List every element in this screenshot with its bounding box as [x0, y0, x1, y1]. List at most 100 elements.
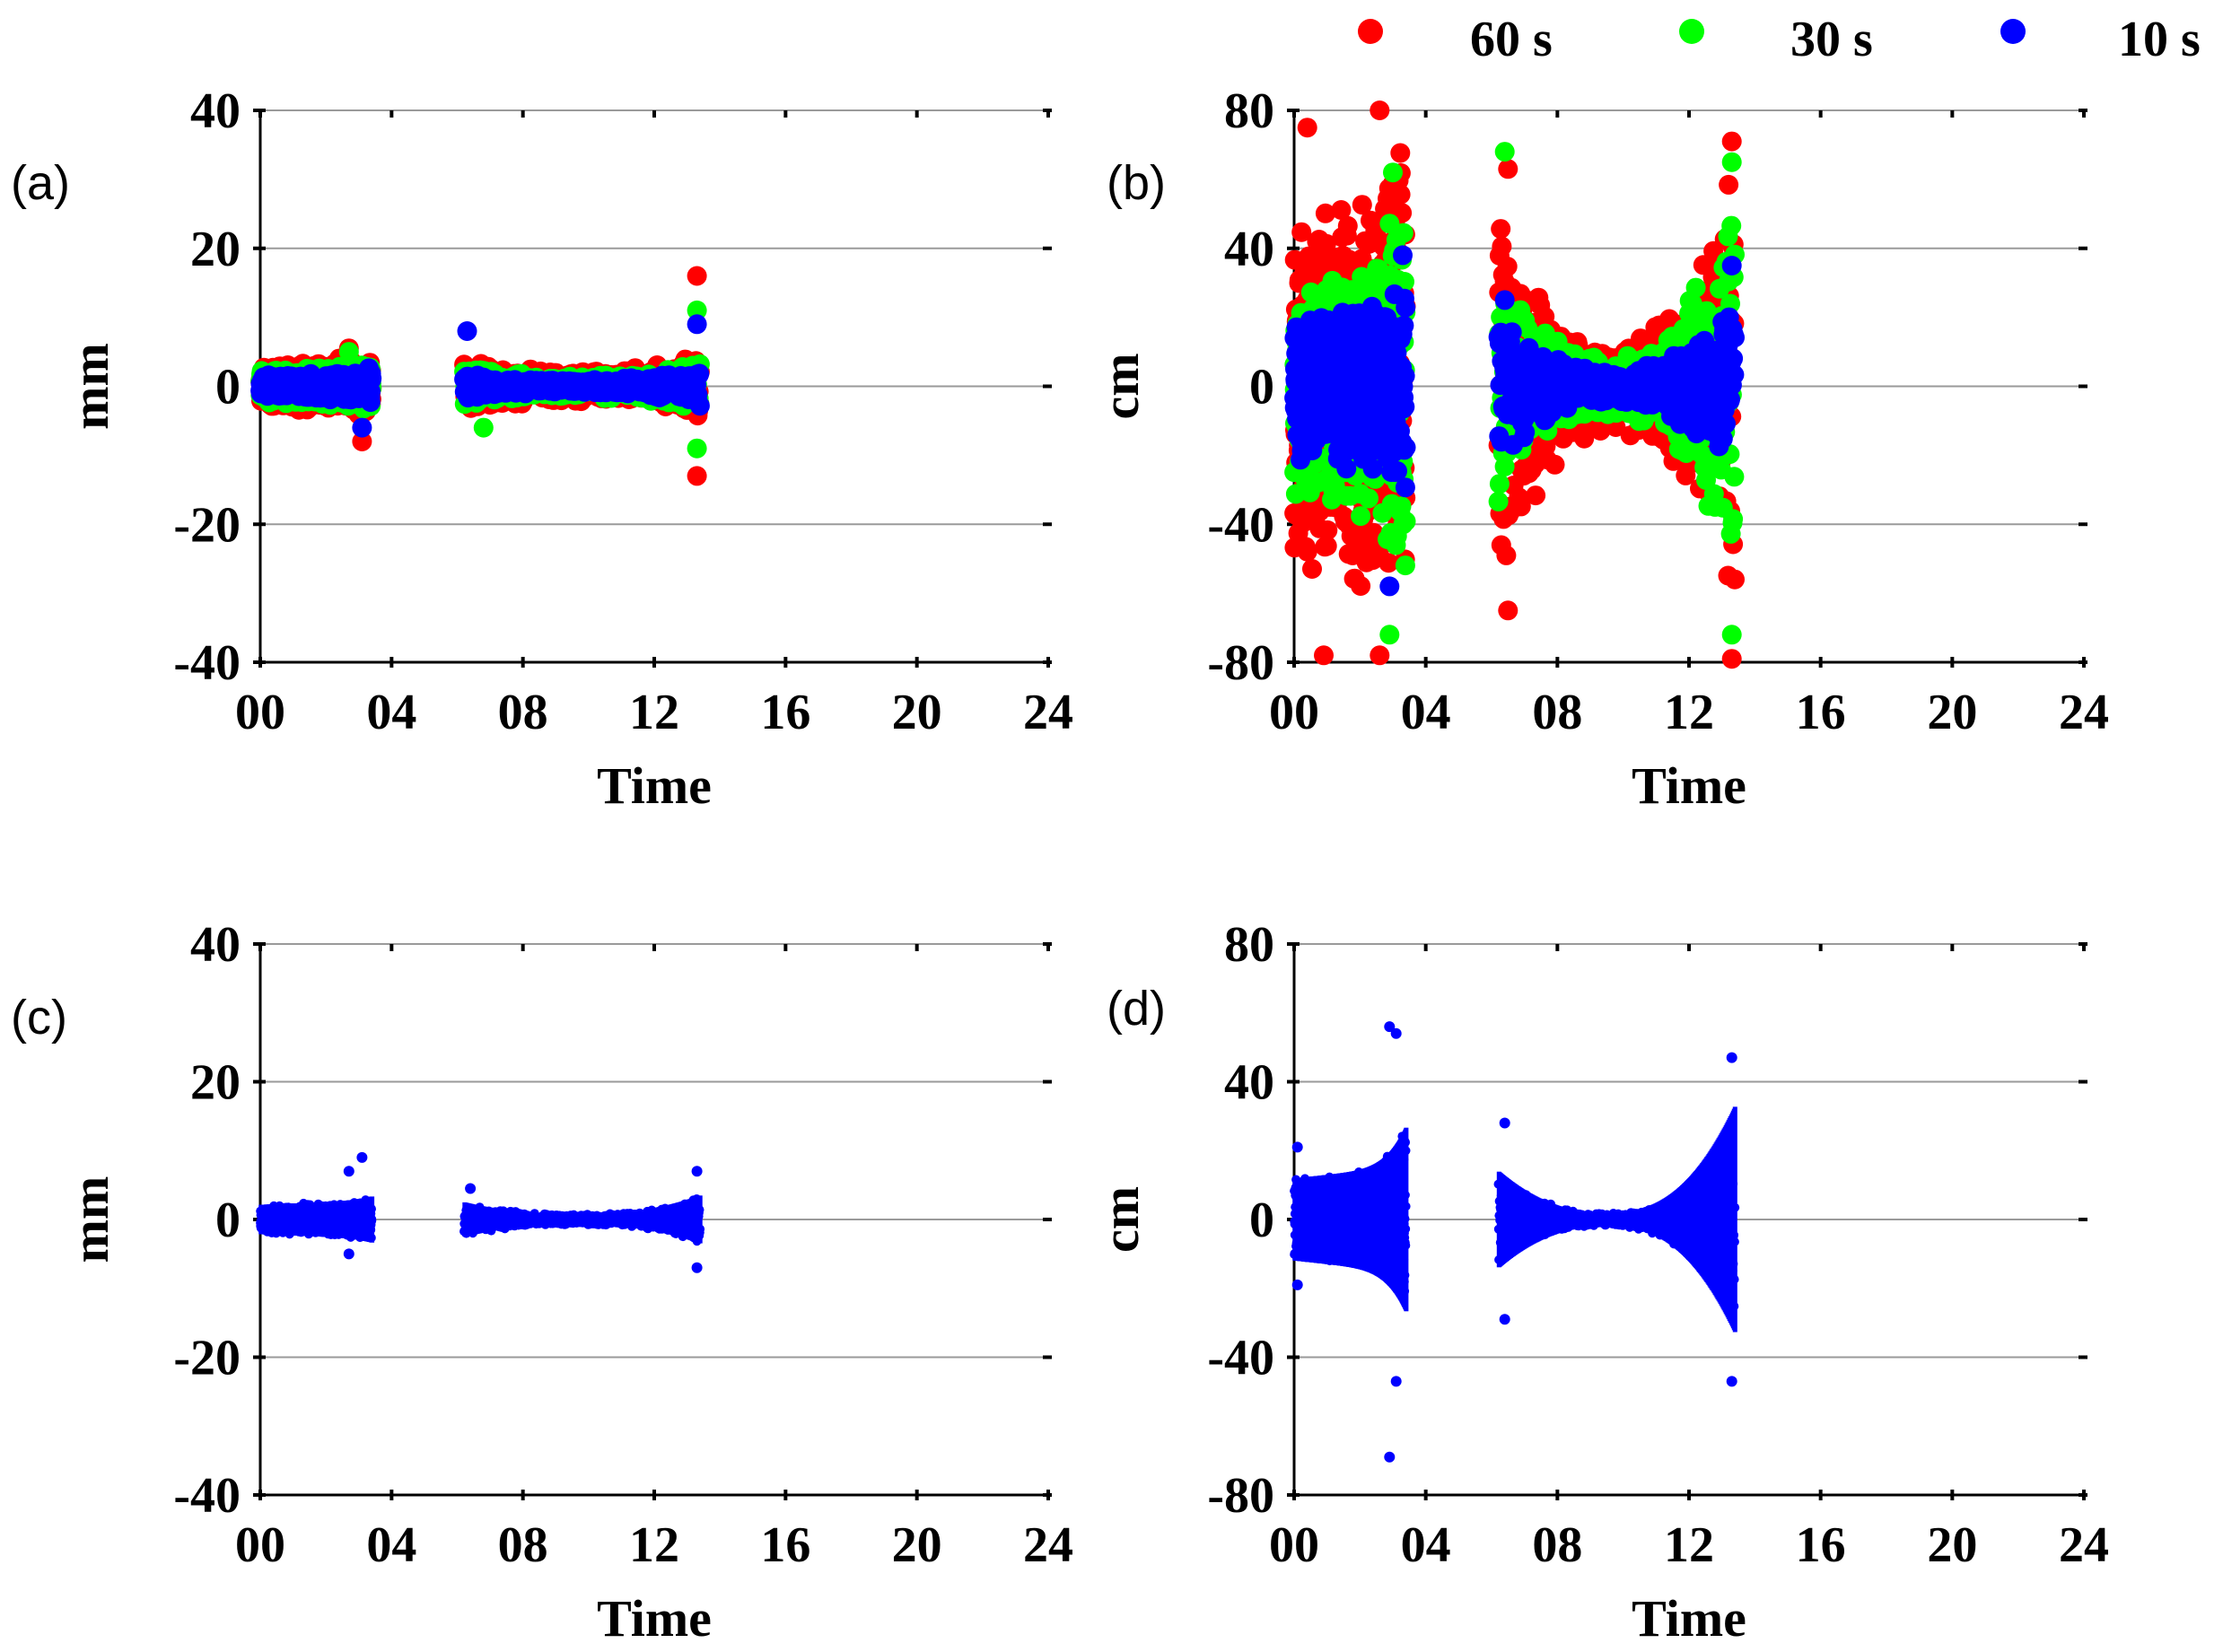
- extreme-point: [687, 466, 707, 486]
- point: [1396, 297, 1416, 318]
- extreme-point: [687, 266, 707, 286]
- x-tick-label-b-2: 08: [1532, 685, 1582, 740]
- point: [1351, 506, 1371, 527]
- point: [1395, 397, 1415, 417]
- series-a-10s: [250, 314, 710, 438]
- extreme-point: [1494, 142, 1515, 162]
- legend-label-10s: 10 s: [2118, 12, 2201, 67]
- extreme-point: [687, 314, 707, 335]
- point: [1721, 215, 1742, 236]
- y-tick-label-a-4: 40: [190, 83, 241, 139]
- panel-label-b: (b): [1107, 156, 1166, 210]
- x-tick-label-b-0: 00: [1269, 685, 1319, 740]
- point: [1337, 215, 1358, 236]
- point: [1395, 555, 1415, 576]
- point: [1297, 541, 1317, 562]
- legend-marker-10s: [2000, 19, 2026, 44]
- extreme-point: [352, 417, 372, 438]
- point: [1526, 485, 1546, 506]
- point: [1489, 474, 1510, 494]
- point: [1395, 477, 1415, 498]
- extreme-point: [1314, 645, 1334, 666]
- point: [1491, 219, 1511, 240]
- point: [1685, 277, 1706, 298]
- x-tick-label-a-5: 20: [892, 685, 942, 740]
- x-axis-title-a: Time: [597, 756, 712, 815]
- x-axis-title-b: Time: [1632, 756, 1746, 815]
- point: [1390, 184, 1411, 205]
- y-tick-label-a-3: 20: [190, 222, 241, 277]
- x-tick-label-a-4: 16: [760, 685, 810, 740]
- extreme-point: [1721, 649, 1742, 669]
- scatter-points-b: [1284, 101, 1745, 669]
- legend-label-60s: 60 s: [1470, 12, 1553, 67]
- extreme-point: [1498, 159, 1518, 179]
- extreme-point: [457, 321, 477, 341]
- point: [1393, 223, 1413, 243]
- x-tick-label-b-3: 12: [1664, 685, 1714, 740]
- panel-label-a: (a): [11, 156, 70, 210]
- x-tick-label-b-6: 24: [2059, 685, 2109, 740]
- extreme-point: [352, 432, 372, 451]
- extreme-point: [1370, 645, 1390, 666]
- y-axis-title-b: cm: [1091, 353, 1150, 419]
- extreme-point: [473, 417, 494, 438]
- y-tick-label-b-0: -80: [1207, 635, 1274, 691]
- scatter-points-a: [250, 266, 710, 486]
- y-tick-label-b-2: 0: [1249, 360, 1274, 415]
- point: [689, 363, 710, 384]
- point: [1336, 459, 1357, 479]
- point: [1396, 437, 1416, 458]
- point: [1390, 143, 1411, 163]
- extreme-point: [1721, 625, 1742, 645]
- point: [1394, 315, 1414, 336]
- point: [362, 368, 382, 389]
- x-tick-label-b-4: 16: [1796, 685, 1846, 740]
- point: [1492, 236, 1512, 257]
- x-tick-label-b-5: 20: [1927, 685, 1977, 740]
- point: [1378, 553, 1399, 573]
- legend-label-30s: 30 s: [1790, 12, 1873, 67]
- point: [689, 396, 710, 416]
- point: [1725, 569, 1745, 590]
- point: [1302, 559, 1322, 579]
- point: [1496, 545, 1517, 565]
- legend-marker-30s: [1679, 19, 1704, 44]
- extreme-point: [687, 300, 707, 320]
- extreme-point: [1370, 101, 1390, 120]
- point: [1396, 511, 1416, 531]
- x-tick-label-a-0: 00: [235, 685, 285, 740]
- extreme-point: [338, 342, 359, 363]
- point: [1317, 520, 1338, 540]
- point: [1724, 467, 1745, 487]
- point: [1515, 422, 1536, 442]
- point: [1395, 365, 1415, 386]
- point: [1497, 257, 1518, 276]
- point: [1501, 322, 1522, 343]
- y-tick-label-b-4: 80: [1224, 83, 1274, 139]
- point: [1723, 509, 1744, 529]
- extreme-point: [687, 438, 707, 459]
- legend-marker-60s: [1358, 19, 1383, 44]
- y-axis-title-a: mm: [61, 343, 119, 430]
- y-tick-label-a-2: 0: [215, 360, 241, 415]
- point: [1719, 174, 1739, 195]
- extreme-point: [1297, 118, 1317, 138]
- x-tick-label-a-2: 08: [498, 685, 548, 740]
- extreme-point: [1721, 152, 1742, 172]
- extreme-point: [1498, 600, 1518, 621]
- x-tick-label-b-1: 04: [1401, 685, 1451, 740]
- extreme-point: [1721, 131, 1742, 152]
- y-tick-label-a-0: -40: [173, 635, 241, 691]
- point: [1488, 491, 1509, 511]
- point: [1359, 488, 1378, 509]
- extreme-point: [1383, 162, 1403, 183]
- point: [1351, 576, 1371, 596]
- extreme-point: [1379, 625, 1400, 645]
- x-tick-label-a-3: 12: [629, 685, 679, 740]
- y-tick-label-b-1: -40: [1207, 497, 1274, 553]
- x-tick-label-a-6: 24: [1023, 685, 1073, 740]
